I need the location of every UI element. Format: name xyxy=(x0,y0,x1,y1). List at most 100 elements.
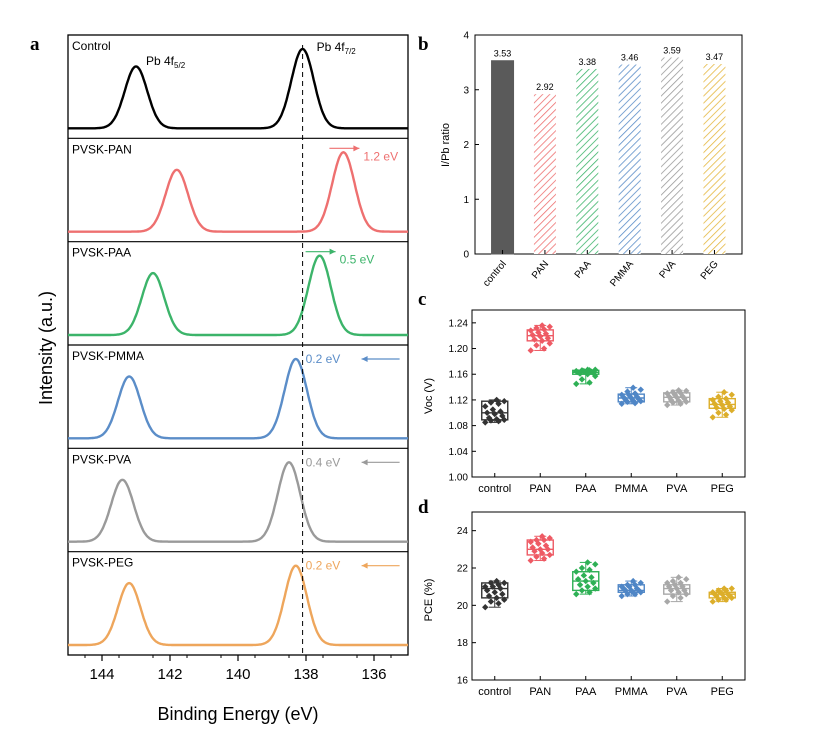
panel-d-point xyxy=(529,544,536,551)
panel-d-point xyxy=(588,574,595,581)
panel-d-y-tick-label: 16 xyxy=(457,676,469,687)
panel-c-point xyxy=(677,400,684,407)
panel-d-point xyxy=(715,587,722,594)
panel-c-point xyxy=(728,391,735,398)
panel-d-point xyxy=(535,540,542,547)
panel-d-point xyxy=(717,589,724,596)
panel-d-point xyxy=(540,555,548,562)
bar-pva xyxy=(661,57,684,255)
panel-c-point xyxy=(533,324,540,332)
shift-arrow-head xyxy=(361,356,368,362)
panel-d-y-tick-label: 24 xyxy=(457,526,469,537)
panel-d-y-tick-label: 18 xyxy=(457,638,469,649)
panel-d-point xyxy=(683,576,690,583)
panel-d-point xyxy=(586,589,593,596)
panel-c-x-tick-label: control xyxy=(478,483,511,495)
panel-c-point xyxy=(664,390,671,397)
sample-label: PVSK-PMMA xyxy=(72,349,144,363)
panel-d-point xyxy=(631,581,639,588)
panel-d-point xyxy=(576,581,584,588)
panel-d-point xyxy=(626,583,633,590)
panel-label-a: a xyxy=(30,34,40,55)
panel-d-point xyxy=(487,579,495,587)
panel-d-point xyxy=(618,583,625,590)
panel-c-y-tick-label: 1.24 xyxy=(449,318,469,329)
panel-label-c: c xyxy=(418,289,426,310)
panel-b-bar-chart: I/Pb ratio 0 1 2 3 4 3.53 control 2.92 PAN 3.38 PA… xyxy=(440,31,743,289)
panel-d-box-pan xyxy=(526,539,554,556)
panel-b-x-tick-label: PAA xyxy=(573,259,594,281)
series-line-pvsk-pan xyxy=(68,151,408,233)
panel-c-point xyxy=(631,399,639,407)
panel-c-point xyxy=(622,396,629,404)
panel-d-point xyxy=(573,590,580,598)
panel-c-point xyxy=(713,404,720,411)
panel-d-point xyxy=(485,592,493,600)
shift-label: 0.5 eV xyxy=(340,253,375,267)
panel-d-point xyxy=(582,577,589,585)
panel-d-point xyxy=(533,553,540,560)
panel-a-x-tick-label: 140 xyxy=(225,666,250,683)
panel-a-x-tick-label: 142 xyxy=(157,666,182,683)
panel-d-point xyxy=(624,590,631,598)
panel-b-y-tick-label: 0 xyxy=(463,250,469,261)
panel-d-point xyxy=(574,576,582,583)
bar-value-label: 2.92 xyxy=(536,82,554,92)
panel-d-point xyxy=(527,538,534,546)
panel-c-point xyxy=(573,380,580,388)
panel-c-x-tick-label: PEG xyxy=(711,483,734,495)
panel-d-point xyxy=(720,594,728,602)
peak-label-pb52: Pb 4f5/2 xyxy=(146,54,186,70)
panel-c-x-tick-label: PAA xyxy=(575,483,597,495)
panel-b-y-tick-label: 1 xyxy=(463,195,469,206)
panel-d-point xyxy=(493,594,500,602)
panel-d-point xyxy=(631,590,639,598)
bar-value-label: 3.46 xyxy=(621,53,639,63)
shift-label: 0.4 eV xyxy=(306,455,341,469)
panel-c-point xyxy=(538,322,546,329)
bar-pmma xyxy=(618,64,641,254)
panel-d-x-tick-label: PAN xyxy=(529,686,551,698)
panel-d-point xyxy=(491,589,498,596)
panel-c-point xyxy=(493,415,500,423)
panel-b-y-tick-label: 4 xyxy=(463,31,469,42)
panel-d-point xyxy=(482,583,489,590)
panel-c-point xyxy=(715,393,722,400)
panel-d-y-axis-label: PCE (%) xyxy=(423,579,435,622)
panel-c-point xyxy=(527,327,534,334)
panel-d-point xyxy=(493,577,500,585)
series-line-pvsk-peg xyxy=(68,564,408,647)
panel-c-x-tick-label: PMMA xyxy=(615,483,649,495)
panel-c-point xyxy=(720,389,728,396)
panel-d-point xyxy=(629,589,637,596)
panel-c-y-tick-label: 1.20 xyxy=(449,344,469,355)
panel-c-point xyxy=(675,387,682,394)
panel-c-point xyxy=(667,396,675,404)
panel-c-point xyxy=(665,393,673,400)
bar-value-label: 3.53 xyxy=(494,49,512,59)
panel-a-y-axis-label: Intensity (a.u.) xyxy=(36,291,56,405)
panel-d-point xyxy=(624,581,631,588)
bar-peg xyxy=(703,64,726,254)
bar-value-label: 3.59 xyxy=(663,45,681,55)
panel-d-point xyxy=(629,577,637,585)
panel-d-point xyxy=(637,579,644,587)
panel-c-point xyxy=(483,409,491,416)
panel-d-point xyxy=(487,598,495,605)
panel-d-pce-boxplot: PCE (%) 16 18 20 22 24 control PAN PAA PMMA PVA PE… xyxy=(423,511,746,698)
panel-c-point xyxy=(540,326,548,333)
panel-d-frame xyxy=(471,511,746,681)
bar-control xyxy=(491,60,515,255)
panel-b-y-tick-label: 3 xyxy=(463,85,469,96)
shift-arrow-head xyxy=(329,248,336,255)
series-line-control xyxy=(68,47,408,130)
shift-label: 0.2 eV xyxy=(306,559,341,573)
series-line-pvsk-pva xyxy=(68,461,408,543)
panel-c-voc-boxplot: Voc (V) 1.00 1.04 1.08 1.12 1.16 1.20 1.24 cont… xyxy=(423,309,746,495)
panel-c-point xyxy=(542,330,550,337)
panel-c-point xyxy=(677,389,684,397)
panel-c-point xyxy=(493,396,500,404)
panel-d-point xyxy=(531,548,538,555)
panel-c-point xyxy=(709,414,716,421)
panel-c-point xyxy=(482,419,489,426)
